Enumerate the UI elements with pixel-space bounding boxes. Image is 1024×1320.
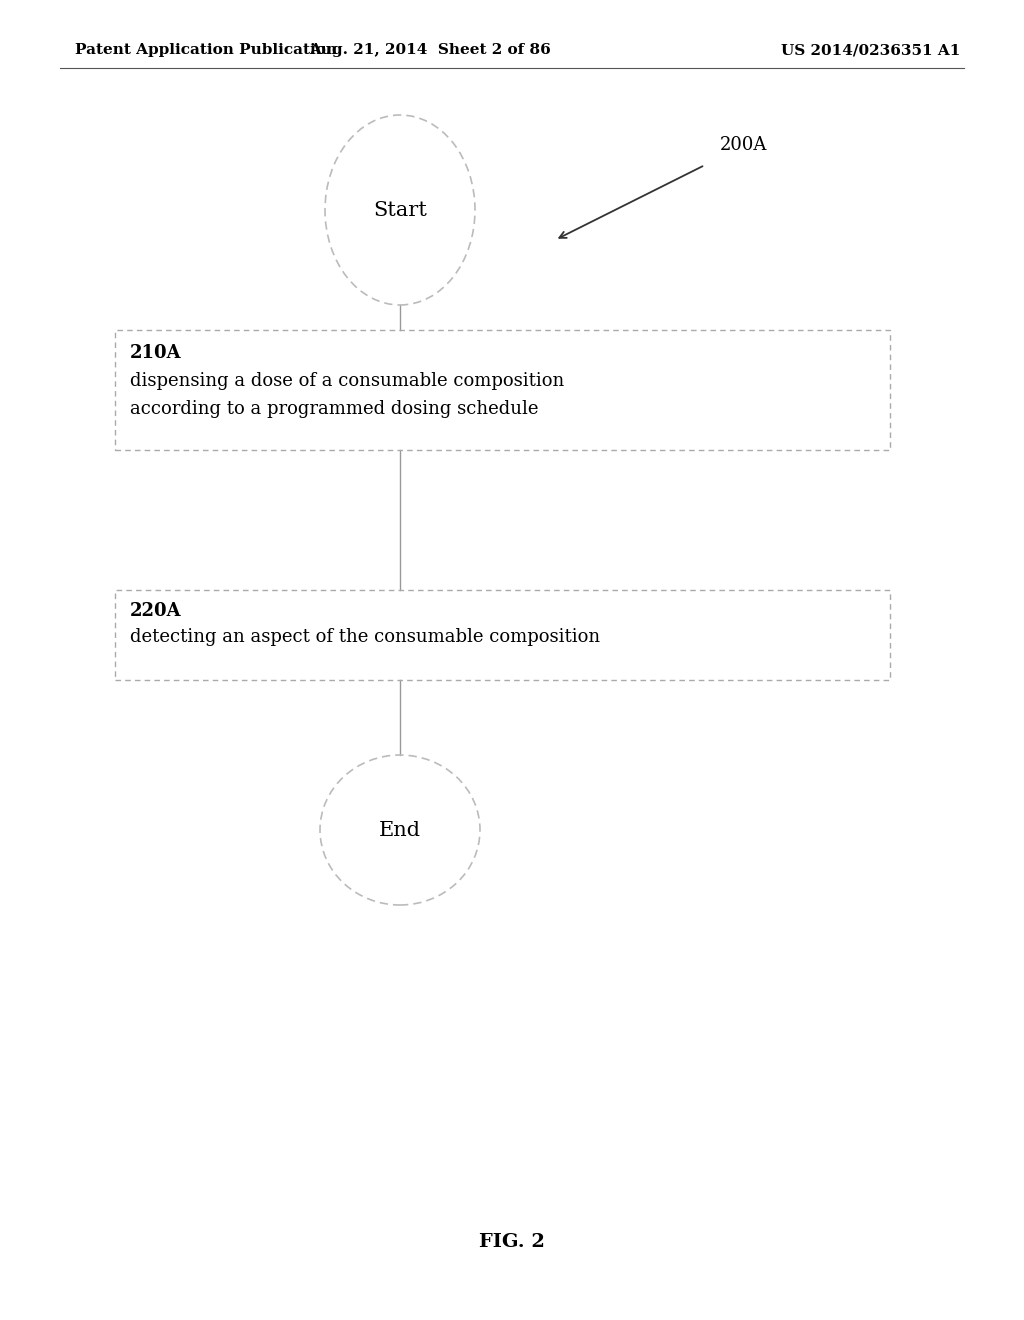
Text: FIG. 2: FIG. 2	[479, 1233, 545, 1251]
Text: End: End	[379, 821, 421, 840]
Text: US 2014/0236351 A1: US 2014/0236351 A1	[780, 44, 961, 57]
Text: detecting an aspect of the consumable composition: detecting an aspect of the consumable co…	[130, 628, 600, 645]
Bar	[115, 330, 890, 450]
Text: Patent Application Publication: Patent Application Publication	[75, 44, 337, 57]
Bar	[115, 590, 890, 680]
Text: 200A: 200A	[720, 136, 767, 154]
Text: Aug. 21, 2014  Sheet 2 of 86: Aug. 21, 2014 Sheet 2 of 86	[309, 44, 551, 57]
Text: 220A: 220A	[130, 602, 181, 620]
Text: dispensing a dose of a consumable composition
according to a programmed dosing s: dispensing a dose of a consumable compos…	[130, 372, 564, 418]
Text: Start: Start	[373, 201, 427, 219]
Text: 210A: 210A	[130, 345, 181, 362]
